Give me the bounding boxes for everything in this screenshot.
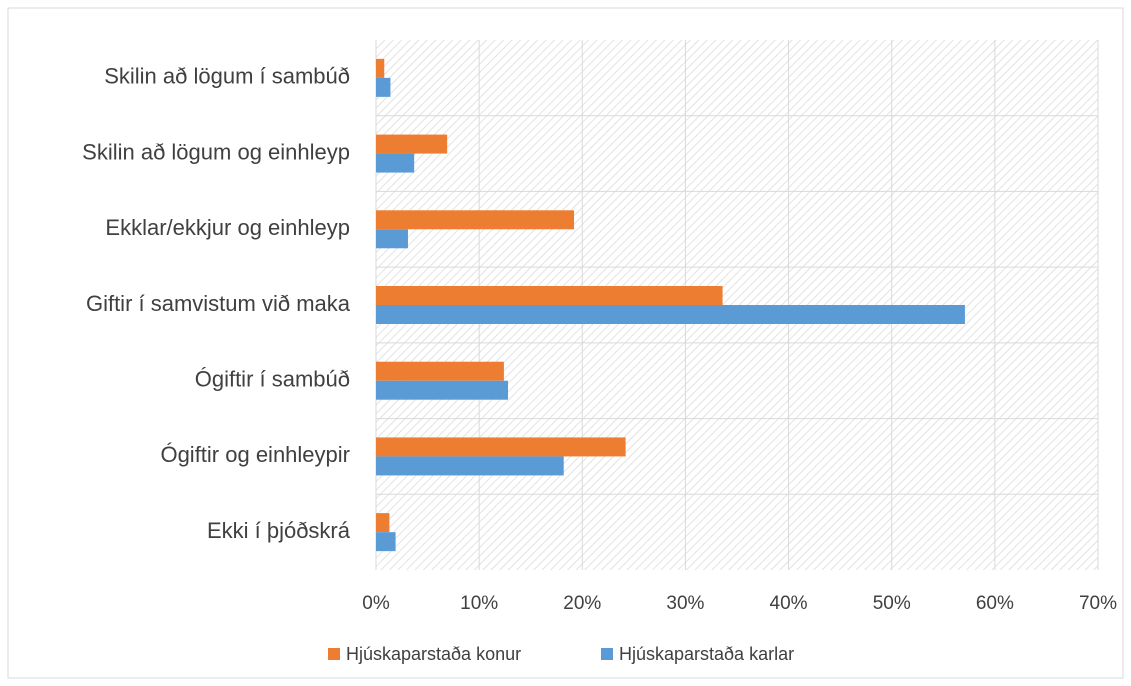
bar (376, 229, 408, 249)
bar (376, 153, 415, 173)
bar (376, 58, 385, 78)
y-tick-label: Ógiftir í sambúð (195, 367, 350, 392)
y-tick-label: Skilin að lögum og einhleyp (82, 139, 350, 164)
x-tick-label: 20% (563, 593, 601, 614)
x-tick-label: 10% (460, 593, 498, 614)
x-tick-label: 50% (873, 593, 911, 614)
bar (376, 380, 509, 400)
y-tick-label: Ógiftir og einhleypir (160, 442, 350, 467)
bar (376, 134, 448, 154)
y-tick-label: Skilin að lögum í sambúð (104, 64, 350, 89)
legend-swatch (601, 648, 613, 660)
bar (376, 513, 390, 533)
x-tick-label: 70% (1079, 593, 1117, 614)
x-tick-label: 30% (666, 593, 704, 614)
bar (376, 77, 391, 97)
bar (376, 532, 396, 552)
bar (376, 210, 575, 230)
legend-label: Hjúskaparstaða konur (346, 644, 521, 664)
bar (376, 456, 564, 476)
bar (376, 361, 504, 381)
legend-swatch (328, 648, 340, 660)
x-tick-label: 60% (976, 593, 1014, 614)
y-tick-label: Ekklar/ekkjur og einhleyp (105, 215, 350, 240)
x-tick-label: 40% (770, 593, 808, 614)
bar (376, 437, 626, 457)
bar (376, 286, 723, 305)
legend-label: Hjúskaparstaða karlar (619, 644, 794, 664)
y-tick-label: Giftir í samvistum við maka (86, 291, 351, 316)
bar (376, 305, 965, 324)
y-tick-label: Ekki í þjóðskrá (207, 518, 351, 543)
x-tick-label: 0% (362, 593, 390, 614)
